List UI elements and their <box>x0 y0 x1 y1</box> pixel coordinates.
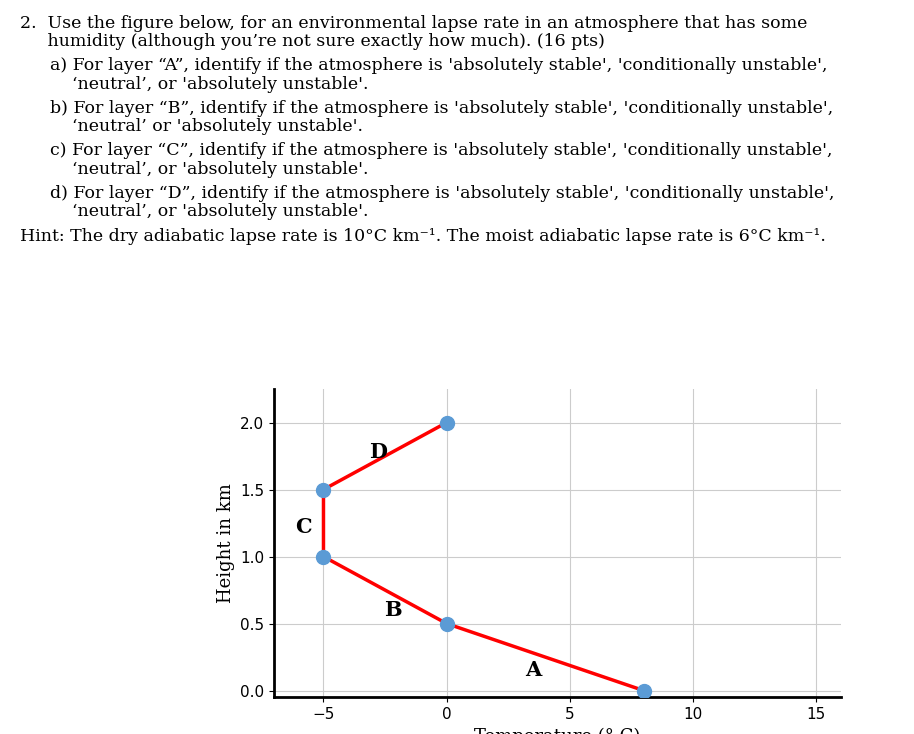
Y-axis label: Height in km: Height in km <box>217 483 235 603</box>
Text: d) For layer “D”, identify if the atmosphere is 'absolutely stable', 'conditiona: d) For layer “D”, identify if the atmosp… <box>50 185 834 202</box>
Text: D: D <box>368 442 387 462</box>
Text: C: C <box>295 517 312 537</box>
Text: ‘neutral’, or 'absolutely unstable'.: ‘neutral’, or 'absolutely unstable'. <box>50 161 368 178</box>
Text: a) For layer “A”, identify if the atmosphere is 'absolutely stable', 'conditiona: a) For layer “A”, identify if the atmosp… <box>50 57 828 74</box>
Text: A: A <box>525 661 541 680</box>
Point <box>440 618 454 630</box>
X-axis label: Temperature (° C): Temperature (° C) <box>474 727 641 734</box>
Point <box>316 484 331 495</box>
Point <box>636 685 651 697</box>
Text: c) For layer “C”, identify if the atmosphere is 'absolutely stable', 'conditiona: c) For layer “C”, identify if the atmosp… <box>50 142 833 159</box>
Text: ‘neutral’, or 'absolutely unstable'.: ‘neutral’, or 'absolutely unstable'. <box>50 203 368 220</box>
Text: humidity (although you’re not sure exactly how much). (16 pts): humidity (although you’re not sure exact… <box>20 33 605 50</box>
Point <box>440 417 454 429</box>
Text: B: B <box>384 600 401 620</box>
Text: Hint: The dry adiabatic lapse rate is 10°C km⁻¹. The moist adiabatic lapse rate : Hint: The dry adiabatic lapse rate is 10… <box>20 228 826 244</box>
Text: b) For layer “B”, identify if the atmosphere is 'absolutely stable', 'conditiona: b) For layer “B”, identify if the atmosp… <box>50 100 834 117</box>
Text: 2.  Use the figure below, for an environmental lapse rate in an atmosphere that : 2. Use the figure below, for an environm… <box>20 15 807 32</box>
Text: ‘neutral’ or 'absolutely unstable'.: ‘neutral’ or 'absolutely unstable'. <box>50 118 363 135</box>
Point <box>316 550 331 562</box>
Text: ‘neutral’, or 'absolutely unstable'.: ‘neutral’, or 'absolutely unstable'. <box>50 76 368 92</box>
